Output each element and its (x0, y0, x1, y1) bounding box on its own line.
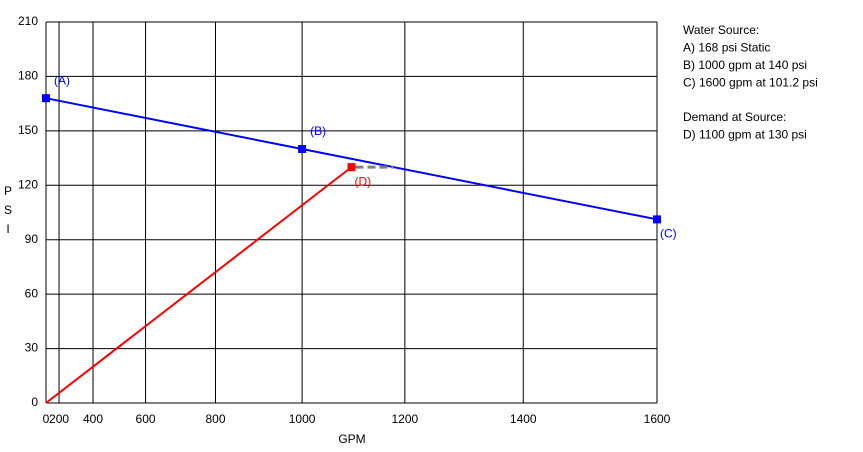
y-tick-label: 60 (25, 286, 39, 300)
y-tick-label: 120 (18, 177, 38, 191)
note-title: Demand at Source: (683, 110, 786, 124)
x-tick-label: 1000 (289, 412, 316, 426)
x-tick-label: 200 (49, 412, 69, 426)
note-line: B) 1000 gpm at 140 psi (683, 58, 807, 72)
point-marker (298, 145, 307, 153)
x-tick-label: 1200 (391, 412, 418, 426)
point-marker (347, 163, 356, 172)
point-label: (C) (660, 227, 677, 241)
x-tick-label: 1400 (510, 412, 537, 426)
x-tick-label: 1600 (644, 412, 671, 426)
y-axis-label: S (4, 203, 12, 217)
y-tick-label: 180 (18, 69, 38, 83)
y-tick-label: 150 (18, 123, 38, 137)
x-tick-label: 600 (136, 412, 156, 426)
x-tick-label: 400 (83, 412, 103, 426)
point-label: (B) (310, 124, 326, 138)
y-axis-label: P (4, 184, 12, 198)
point-label: (D) (354, 174, 371, 188)
note-line: A) 168 psi Static (683, 41, 770, 55)
point-marker (653, 215, 661, 224)
series-line (45, 97, 658, 221)
y-tick-label: 90 (25, 232, 39, 246)
x-axis-label: GPM (338, 432, 365, 446)
y-axis-label: I (6, 222, 9, 236)
note-title: Water Source: (683, 23, 759, 37)
x-tick-label: 0 (43, 412, 50, 426)
y-tick-label: 30 (25, 341, 39, 355)
note-line: D) 1100 gpm at 130 psi (683, 128, 807, 142)
note-line: C) 1600 gpm at 101.2 psi (683, 76, 818, 90)
y-tick-label: 210 (18, 14, 38, 28)
series-line (45, 166, 353, 404)
x-tick-label: 800 (205, 412, 225, 426)
y-tick-label: 0 (31, 395, 38, 409)
point-label: (A) (54, 73, 70, 87)
point-marker (42, 94, 50, 103)
